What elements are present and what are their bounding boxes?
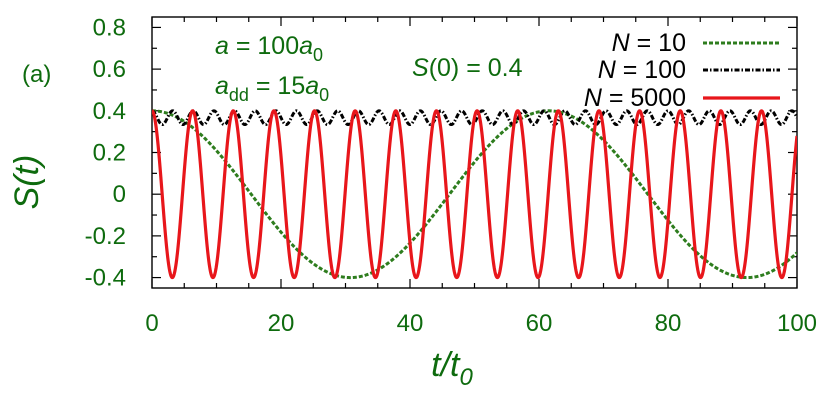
panel-label: (a) [22, 61, 51, 88]
annotation-add: add = 15a0 [215, 72, 329, 105]
x-tick-label: 60 [526, 310, 553, 337]
series-group [152, 109, 797, 280]
x-tick-label: 20 [268, 310, 295, 337]
y-tick-label: 0.4 [93, 98, 126, 125]
y-tick-label: 0.2 [93, 140, 126, 167]
x-tick-label: 40 [397, 310, 424, 337]
y-tick-labels: -0.4 -0.2 0 0.2 0.4 0.6 0.8 [85, 14, 126, 291]
x-tick-label: 80 [655, 310, 682, 337]
legend-label-n100: N = 100 [598, 56, 686, 84]
x-tick-label: 0 [145, 310, 158, 337]
y-tick-label: 0 [113, 181, 126, 208]
annotation-s0: S(0) = 0.4 [412, 54, 523, 82]
annotation-a: a = 100a0 [215, 32, 323, 65]
series-line-10 [152, 109, 797, 280]
legend: N = 10 N = 100 N = 5000 [584, 29, 780, 112]
x-axis-title-main: t/t [431, 346, 461, 384]
series-line-5000 [152, 109, 797, 280]
legend-label-n10: N = 10 [612, 29, 686, 57]
y-tick-label: 0.6 [93, 56, 126, 83]
x-tick-labels: 0 20 40 60 80 100 [145, 310, 817, 337]
legend-label-n5000: N = 5000 [584, 84, 686, 112]
y-tick-label: 0.8 [93, 14, 126, 41]
y-tick-label: -0.2 [85, 223, 126, 250]
y-tick-label: -0.4 [85, 265, 126, 292]
y-axis-title: S(t) [8, 155, 46, 210]
x-axis-title-sub: 0 [459, 364, 473, 391]
x-axis-title: t/t0 [431, 346, 473, 391]
x-tick-label: 100 [777, 310, 817, 337]
series-line-100 [152, 109, 797, 127]
